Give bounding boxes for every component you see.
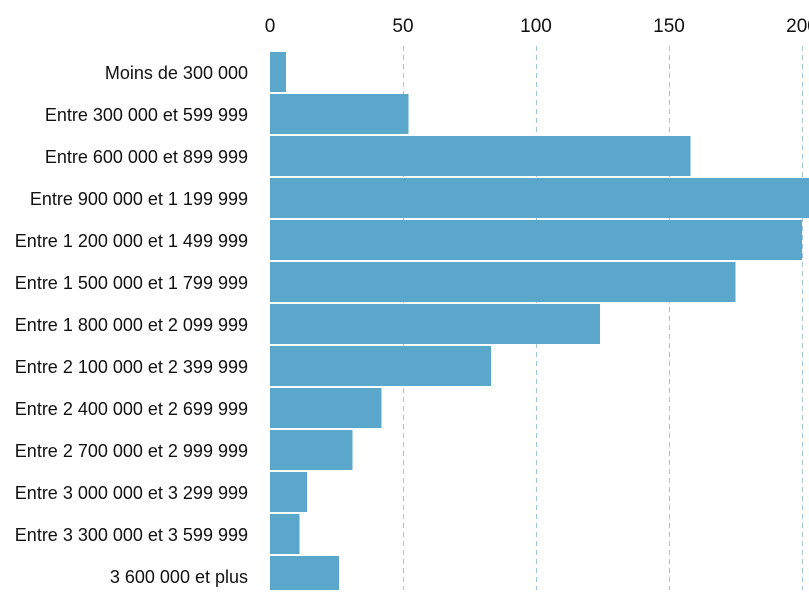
x-tick-label: 50 (392, 16, 413, 37)
category-label: Entre 2 700 000 et 2 999 999 (15, 441, 248, 461)
x-tick-label: 100 (520, 16, 552, 37)
category-label: Entre 3 300 000 et 3 599 999 (15, 525, 248, 545)
category-labels: Moins de 300 000 Entre 300 000 et 599 999… (15, 63, 248, 587)
bar (270, 472, 308, 512)
bar (270, 430, 353, 470)
category-label: Entre 600 000 et 899 999 (45, 147, 248, 167)
bar (270, 304, 600, 344)
category-label: Entre 300 000 et 599 999 (45, 105, 248, 125)
category-label: Entre 2 100 000 et 2 399 999 (15, 357, 248, 377)
category-label: Entre 3 000 000 et 3 299 999 (15, 483, 248, 503)
x-tick-label: 0 (265, 16, 276, 37)
bar (270, 388, 382, 428)
category-label: Entre 1 500 000 et 1 799 999 (15, 273, 248, 293)
bar (270, 136, 691, 176)
bar (270, 220, 802, 260)
bar (270, 94, 409, 134)
category-label: Entre 900 000 et 1 199 999 (30, 189, 248, 209)
category-label: Entre 2 400 000 et 2 699 999 (15, 399, 248, 419)
bar (270, 178, 809, 218)
bars-layer (270, 52, 809, 595)
bar (270, 556, 340, 595)
bar (270, 52, 286, 92)
category-label: Moins de 300 000 (105, 63, 248, 83)
x-tick-label: 200 (786, 16, 809, 37)
category-label: 3 600 000 et plus (110, 567, 248, 587)
category-label: Entre 1 800 000 et 2 099 999 (15, 315, 248, 335)
bar (270, 346, 491, 386)
bar (270, 514, 300, 554)
category-label: Entre 1 200 000 et 1 499 999 (15, 231, 248, 251)
x-tick-labels: 0 50 100 150 200 (265, 16, 809, 37)
bar (270, 262, 736, 302)
x-tick-label: 150 (653, 16, 685, 37)
